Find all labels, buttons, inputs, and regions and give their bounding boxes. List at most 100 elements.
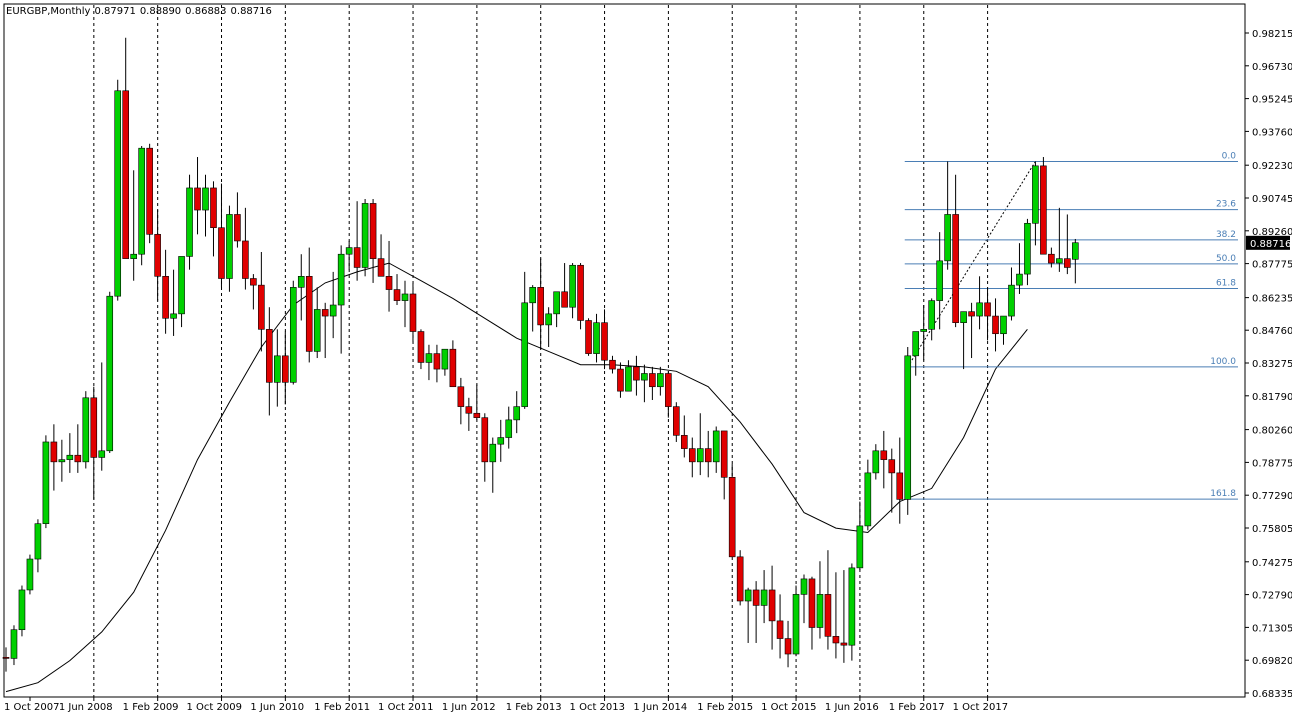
candle-body bbox=[369, 203, 377, 259]
candle bbox=[976, 276, 983, 330]
candle bbox=[369, 198, 377, 283]
candle-body bbox=[2, 657, 10, 659]
candle bbox=[234, 192, 241, 248]
y-tick-label: 0.75805 bbox=[1252, 524, 1292, 535]
candle-body bbox=[888, 459, 896, 474]
candle-body bbox=[609, 359, 616, 370]
candle-body bbox=[34, 523, 42, 560]
candle bbox=[138, 145, 145, 266]
candle-body bbox=[792, 594, 800, 655]
candle bbox=[545, 307, 552, 347]
candle-body bbox=[808, 578, 816, 628]
x-tick-label: 1 Oct 2007 bbox=[4, 702, 59, 713]
candle-body bbox=[289, 287, 297, 383]
candle-body bbox=[138, 147, 145, 255]
candle-body bbox=[696, 448, 704, 463]
candle-body bbox=[194, 187, 201, 211]
candle-body bbox=[720, 430, 728, 478]
candle bbox=[377, 234, 385, 277]
candle-body bbox=[377, 258, 385, 277]
candle bbox=[114, 79, 122, 301]
candle bbox=[537, 258, 544, 350]
candle bbox=[768, 565, 776, 650]
candle bbox=[800, 574, 808, 624]
candle-body bbox=[1032, 165, 1039, 224]
candle-body bbox=[393, 289, 401, 301]
current-price-box bbox=[1246, 235, 1290, 250]
candle bbox=[585, 318, 592, 356]
candle-body bbox=[984, 302, 991, 317]
candle-body bbox=[776, 620, 784, 639]
candle bbox=[289, 280, 297, 385]
candle bbox=[297, 254, 305, 321]
candle-body bbox=[848, 567, 856, 646]
candle-body bbox=[752, 589, 760, 606]
plot-area[interactable] bbox=[3, 3, 1246, 698]
candle bbox=[896, 437, 904, 524]
candle bbox=[281, 331, 289, 405]
candle-body bbox=[944, 214, 951, 262]
current-price-label: 0.88716 bbox=[1250, 239, 1291, 250]
candle-body bbox=[425, 353, 433, 363]
candle-body bbox=[178, 256, 185, 315]
candle bbox=[74, 424, 82, 473]
candle-body bbox=[66, 454, 74, 460]
candle-body bbox=[465, 406, 473, 414]
candle-body bbox=[864, 472, 872, 527]
candle-body bbox=[154, 234, 161, 277]
candle bbox=[98, 362, 106, 471]
candle bbox=[649, 366, 656, 400]
candle bbox=[633, 355, 640, 396]
candle-body bbox=[976, 302, 983, 317]
candle-body bbox=[98, 450, 106, 458]
candle bbox=[258, 252, 265, 352]
candle bbox=[529, 285, 536, 332]
candle-body bbox=[1048, 253, 1055, 264]
y-tick-label: 0.93760 bbox=[1252, 127, 1292, 138]
candle bbox=[66, 433, 74, 473]
candle-body bbox=[337, 253, 345, 306]
candle bbox=[521, 271, 529, 409]
candle-body bbox=[625, 366, 632, 392]
candle bbox=[928, 298, 935, 341]
candle-body bbox=[489, 443, 497, 463]
candle-body bbox=[441, 348, 449, 370]
candle-body bbox=[1016, 273, 1023, 286]
candle-body bbox=[728, 477, 736, 558]
candlesticks bbox=[2, 37, 1079, 672]
candle bbox=[1032, 161, 1039, 246]
candle bbox=[760, 570, 768, 624]
candle bbox=[577, 263, 584, 330]
candle-body bbox=[226, 214, 233, 279]
candle-body bbox=[417, 331, 425, 363]
candle-body bbox=[42, 441, 50, 524]
y-tick-label: 0.89260 bbox=[1252, 227, 1292, 238]
candle bbox=[864, 459, 872, 531]
candle-body bbox=[305, 276, 313, 352]
candle-body bbox=[505, 419, 513, 438]
candle bbox=[1056, 207, 1063, 272]
candle bbox=[984, 287, 991, 341]
candle-body bbox=[1000, 315, 1007, 335]
candle-body bbox=[992, 315, 999, 335]
candle bbox=[625, 360, 632, 392]
candle bbox=[1040, 157, 1047, 255]
candle bbox=[704, 430, 712, 478]
candle-body bbox=[513, 406, 521, 421]
candle bbox=[736, 550, 744, 606]
x-tick-label: 1 Jun 2014 bbox=[633, 702, 687, 713]
x-tick-label: 1 Feb 2009 bbox=[123, 702, 179, 713]
candle-body bbox=[936, 260, 943, 301]
candle bbox=[250, 274, 257, 310]
candle bbox=[226, 205, 233, 292]
candle bbox=[417, 329, 425, 370]
candle-body bbox=[345, 247, 353, 255]
candle-body bbox=[274, 355, 281, 383]
candle-body bbox=[856, 525, 864, 569]
candle bbox=[274, 329, 281, 407]
candle bbox=[880, 430, 888, 489]
candle-body bbox=[18, 589, 26, 631]
candle-body bbox=[529, 287, 536, 304]
candle bbox=[42, 435, 50, 529]
